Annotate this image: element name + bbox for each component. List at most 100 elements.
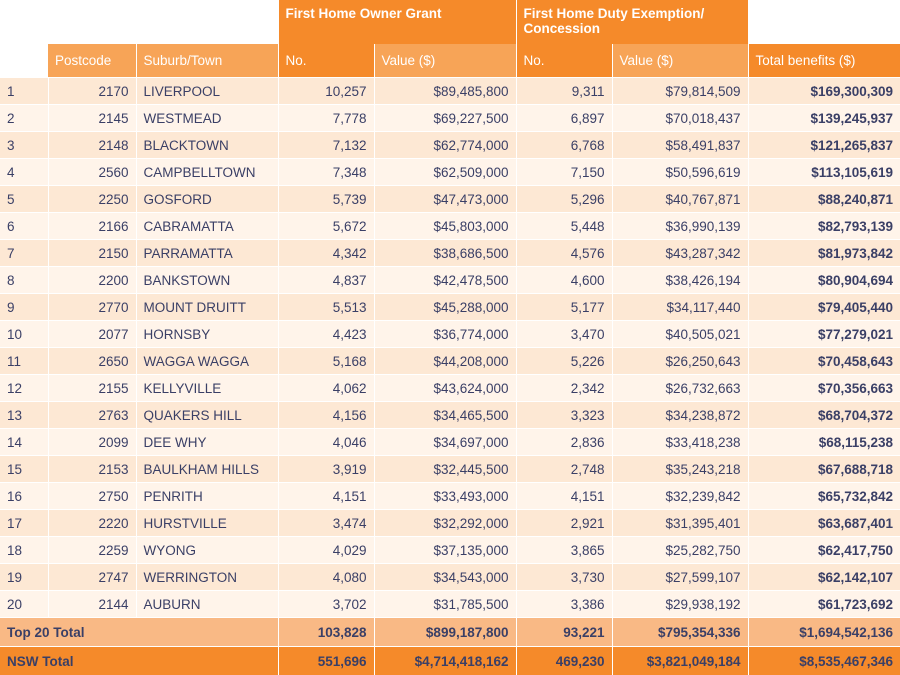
rank-cell: 6 — [0, 213, 48, 240]
duty-no-header: No. — [516, 44, 612, 78]
total-benefits-cell: $79,405,440 — [748, 294, 900, 321]
top20-total-benefits: $1,694,542,136 — [748, 618, 900, 647]
postcode-cell: 2166 — [48, 213, 136, 240]
grant-value-cell: $62,509,000 — [374, 159, 516, 186]
rank-cell: 5 — [0, 186, 48, 213]
postcode-cell: 2250 — [48, 186, 136, 213]
grant-value-cell: $45,803,000 — [374, 213, 516, 240]
postcode-cell: 2747 — [48, 564, 136, 591]
postcode-cell: 2650 — [48, 348, 136, 375]
top20-grant-value: $899,187,800 — [374, 618, 516, 647]
postcode-cell: 2148 — [48, 132, 136, 159]
rank-cell: 16 — [0, 483, 48, 510]
grant-value-cell: $69,227,500 — [374, 105, 516, 132]
duty-value-cell: $32,239,842 — [612, 483, 748, 510]
rank-cell: 20 — [0, 591, 48, 618]
total-benefits-cell: $70,356,663 — [748, 375, 900, 402]
grant-value-cell: $62,774,000 — [374, 132, 516, 159]
blank-header-cell — [0, 0, 278, 44]
top20-grant-no: 103,828 — [278, 618, 374, 647]
duty-no-cell: 3,470 — [516, 321, 612, 348]
rank-cell: 8 — [0, 267, 48, 294]
group-header-grant: First Home Owner Grant — [278, 0, 516, 44]
top20-total-row: Top 20 Total 103,828 $899,187,800 93,221… — [0, 618, 900, 647]
rank-cell: 3 — [0, 132, 48, 159]
grant-no-cell: 3,919 — [278, 456, 374, 483]
grant-no-cell: 4,046 — [278, 429, 374, 456]
duty-no-cell: 3,386 — [516, 591, 612, 618]
suburb-cell: CABRAMATTA — [136, 213, 278, 240]
grant-no-cell: 4,080 — [278, 564, 374, 591]
rank-cell: 18 — [0, 537, 48, 564]
duty-no-cell: 5,448 — [516, 213, 612, 240]
duty-value-cell: $40,767,871 — [612, 186, 748, 213]
grant-value-cell: $37,135,000 — [374, 537, 516, 564]
top20-duty-no: 93,221 — [516, 618, 612, 647]
total-benefits-cell: $80,904,694 — [748, 267, 900, 294]
grant-no-cell: 4,156 — [278, 402, 374, 429]
duty-no-cell: 2,748 — [516, 456, 612, 483]
suburb-cell: WAGGA WAGGA — [136, 348, 278, 375]
total-benefits-cell: $67,688,718 — [748, 456, 900, 483]
grant-value-cell: $42,478,500 — [374, 267, 516, 294]
rank-cell: 15 — [0, 456, 48, 483]
duty-value-cell: $50,596,619 — [612, 159, 748, 186]
total-benefits-cell: $82,793,139 — [748, 213, 900, 240]
suburb-cell: WESTMEAD — [136, 105, 278, 132]
suburb-cell: KELLYVILLE — [136, 375, 278, 402]
postcode-cell: 2750 — [48, 483, 136, 510]
grant-no-cell: 4,342 — [278, 240, 374, 267]
duty-no-cell: 7,150 — [516, 159, 612, 186]
grant-no-cell: 10,257 — [278, 78, 374, 105]
postcode-cell: 2560 — [48, 159, 136, 186]
duty-no-cell: 2,836 — [516, 429, 612, 456]
rank-cell: 9 — [0, 294, 48, 321]
total-benefits-cell: $68,115,238 — [748, 429, 900, 456]
duty-no-cell: 3,323 — [516, 402, 612, 429]
duty-no-cell: 9,311 — [516, 78, 612, 105]
grant-no-cell: 5,168 — [278, 348, 374, 375]
duty-value-cell: $40,505,021 — [612, 321, 748, 348]
duty-value-cell: $27,599,107 — [612, 564, 748, 591]
suburb-header: Suburb/Town — [136, 44, 278, 78]
suburb-cell: DEE WHY — [136, 429, 278, 456]
rank-cell: 4 — [0, 159, 48, 186]
duty-value-cell: $70,018,437 — [612, 105, 748, 132]
duty-no-cell: 4,576 — [516, 240, 612, 267]
grant-no-cell: 5,513 — [278, 294, 374, 321]
duty-no-cell: 2,921 — [516, 510, 612, 537]
duty-no-cell: 5,177 — [516, 294, 612, 321]
rank-cell: 19 — [0, 564, 48, 591]
grant-value-header: Value ($) — [374, 44, 516, 78]
nsw-total-row: NSW Total 551,696 $4,714,418,162 469,230… — [0, 647, 900, 675]
grant-no-cell: 4,151 — [278, 483, 374, 510]
postcode-cell: 2153 — [48, 456, 136, 483]
grant-value-cell: $32,445,500 — [374, 456, 516, 483]
column-header-row: Postcode Suburb/Town No. Value ($) No. V… — [0, 44, 900, 78]
duty-no-cell: 4,151 — [516, 483, 612, 510]
grant-no-header: No. — [278, 44, 374, 78]
grant-value-cell: $45,288,000 — [374, 294, 516, 321]
top20-duty-value: $795,354,336 — [612, 618, 748, 647]
suburb-cell: PENRITH — [136, 483, 278, 510]
rank-cell: 10 — [0, 321, 48, 348]
grant-no-cell: 7,778 — [278, 105, 374, 132]
suburb-cell: HORNSBY — [136, 321, 278, 348]
postcode-cell: 2170 — [48, 78, 136, 105]
total-benefits-cell: $63,687,401 — [748, 510, 900, 537]
nsw-grant-no: 551,696 — [278, 647, 374, 675]
group-header-row: First Home Owner Grant First Home Duty E… — [0, 0, 900, 44]
postcode-cell: 2220 — [48, 510, 136, 537]
nsw-duty-no: 469,230 — [516, 647, 612, 675]
postcode-cell: 2770 — [48, 294, 136, 321]
total-header: Total benefits ($) — [748, 44, 900, 78]
rank-cell: 2 — [0, 105, 48, 132]
suburb-cell: BAULKHAM HILLS — [136, 456, 278, 483]
